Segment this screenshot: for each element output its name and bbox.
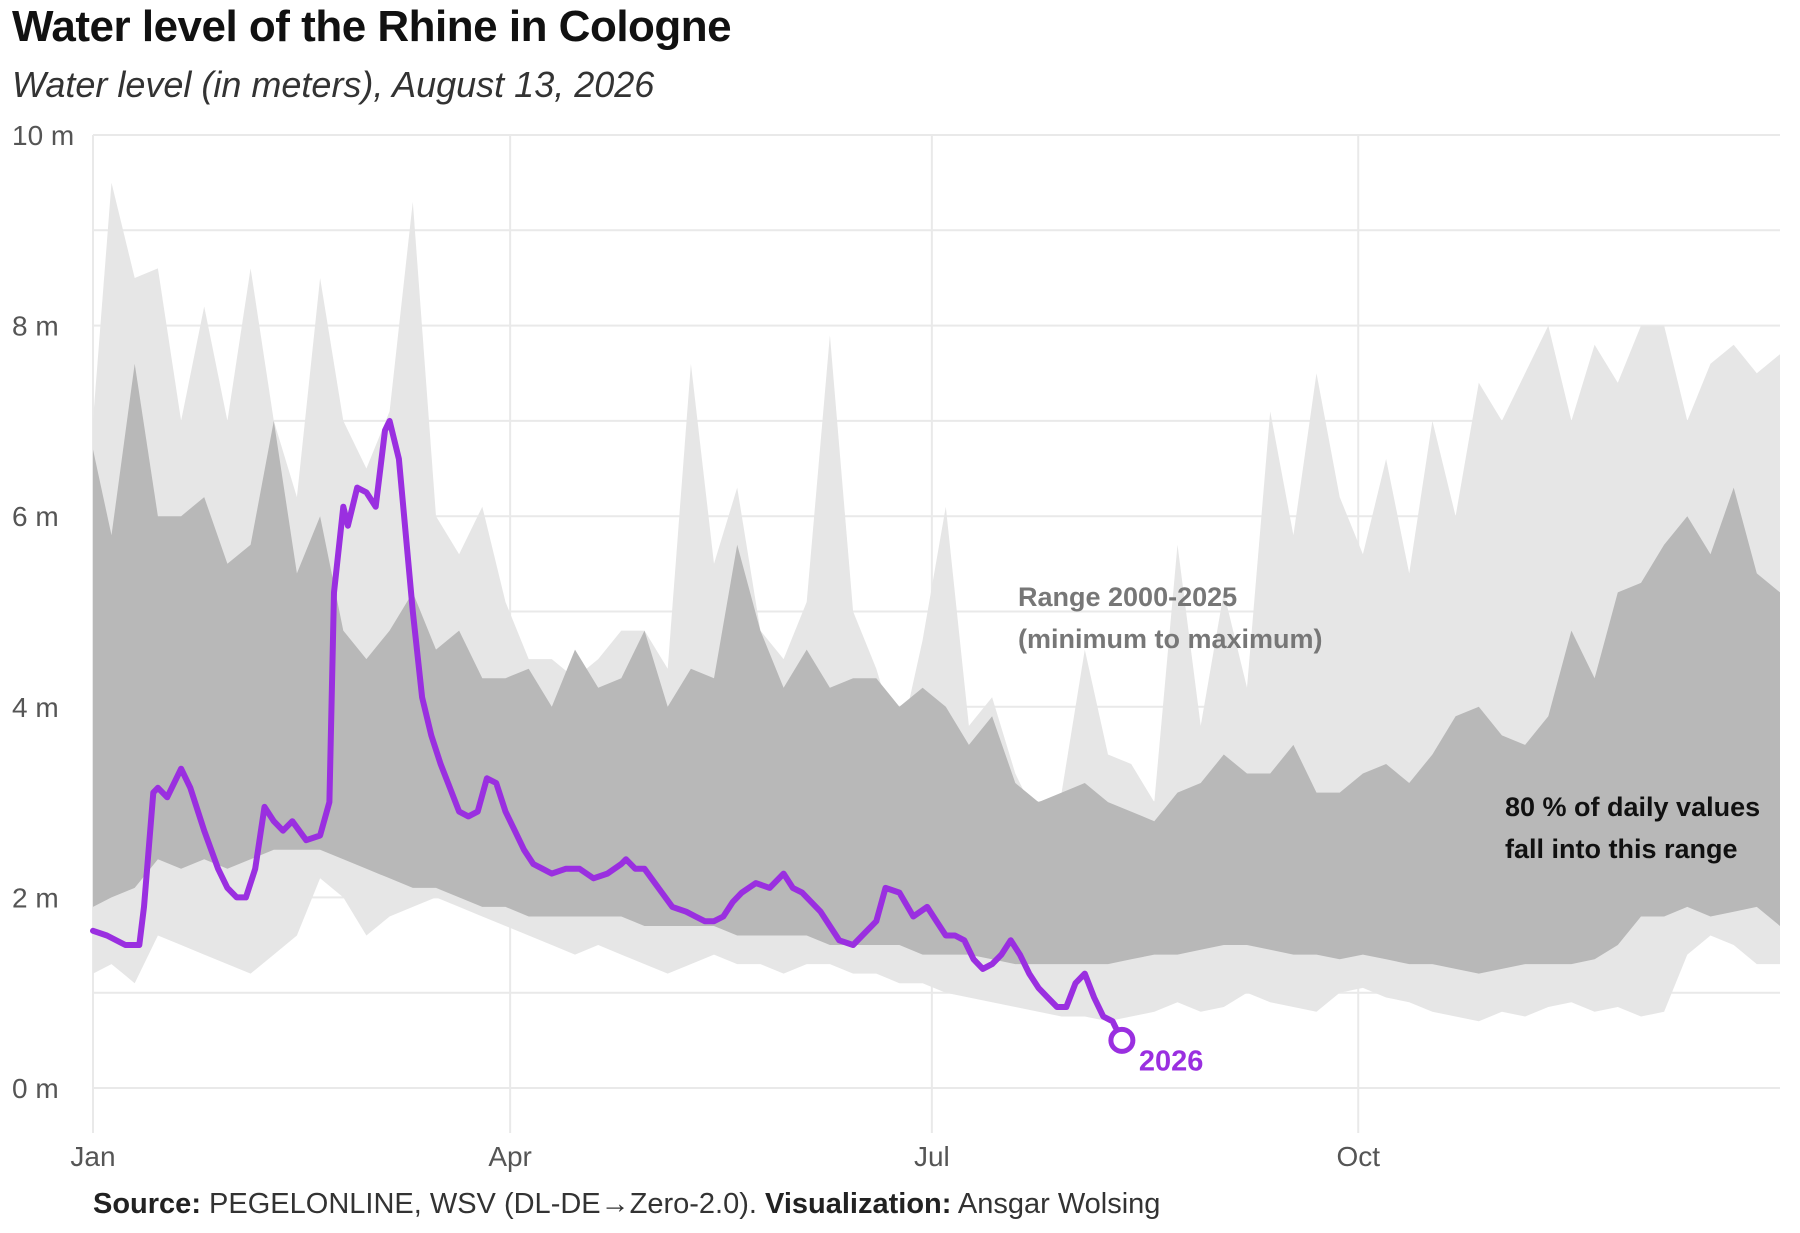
series-label-2026: 2026 (1139, 1045, 1204, 1077)
source-text: PEGELONLINE, WSV (DL-DE→Zero-2.0). (209, 1188, 757, 1220)
series-line-layer: 2026 (90, 417, 1204, 1077)
bands (93, 182, 1780, 1022)
range-annotation-line1: Range 2000-2025 (1018, 582, 1237, 612)
series-endpoint-2026 (1108, 1026, 1136, 1054)
p80-annotation-line2: fall into this range (1505, 834, 1738, 864)
y-tick-label: 0 m (12, 1073, 59, 1104)
p80-annotation-line1: 80 % of daily values (1505, 792, 1760, 822)
source-credit: Source: PEGELONLINE, WSV (DL-DE→Zero-2.0… (93, 1188, 1160, 1221)
series-line-2026 (90, 417, 1125, 1044)
annotations: Range 2000-2025 (minimum to maximum) 80 … (1018, 582, 1760, 864)
x-tick-label: Oct (1336, 1141, 1380, 1172)
visualization-label: Visualization: (765, 1188, 952, 1220)
chart-title: Water level of the Rhine in Cologne (12, 2, 732, 51)
x-tick-label: Jul (914, 1141, 950, 1172)
range-annotation-line2: (minimum to maximum) (1018, 624, 1323, 654)
y-tick-label: 4 m (12, 692, 59, 723)
x-tick-label: Apr (488, 1141, 532, 1172)
p80-range-band (93, 363, 1780, 974)
x-tick-label: Jan (70, 1141, 115, 1172)
y-tick-label: 2 m (12, 882, 59, 913)
y-tick-label: 8 m (12, 311, 59, 342)
source-label: Source: (93, 1188, 201, 1220)
chart-subtitle: Water level (in meters), August 13, 2026 (12, 64, 655, 105)
y-tick-label: 6 m (12, 501, 59, 532)
y-tick-label: 10 m (12, 120, 74, 151)
axis-labels: 0 m 2 m 4 m 6 m 8 m 10 m Jan Apr Jul Oct (12, 120, 1380, 1172)
visualization-text: Ansgar Wolsing (957, 1188, 1161, 1220)
